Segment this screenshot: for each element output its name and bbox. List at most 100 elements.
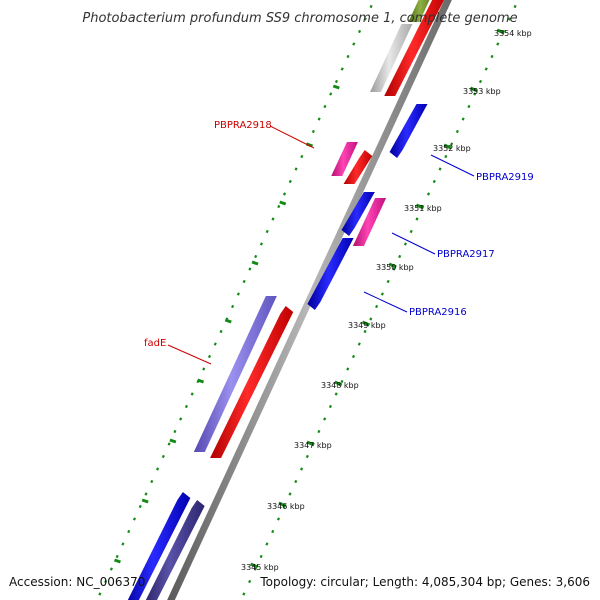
inner-tick-dot xyxy=(369,317,373,321)
outer-tick-dot xyxy=(369,4,373,9)
inner-tick-dot xyxy=(253,567,257,571)
major-tick xyxy=(388,262,397,269)
tick-label: 3350 kbp xyxy=(376,263,414,272)
outer-tick-dot xyxy=(138,504,142,509)
major-tick-outer xyxy=(224,318,232,324)
inner-tick-dot xyxy=(288,492,292,496)
genes xyxy=(127,0,445,600)
outer-tick-dot xyxy=(156,467,160,471)
major-tick-outer xyxy=(141,498,149,504)
inner-tick-dot xyxy=(300,467,304,471)
outer-tick-dot xyxy=(127,529,131,534)
gene-label-leaders xyxy=(167,125,475,365)
gene-label-pbpra2918[interactable]: PBPRA2918 xyxy=(214,120,272,131)
tick-label: 3348 kbp xyxy=(321,381,359,390)
gene-red-fade xyxy=(210,306,294,458)
major-tick-outer xyxy=(332,84,340,90)
outer-tick-dot xyxy=(190,392,194,396)
inner-tick-dot xyxy=(478,79,482,84)
outer-tick-dot xyxy=(358,29,362,34)
inner-tick-dot xyxy=(271,529,275,534)
outer-tick-dot xyxy=(213,342,217,346)
gene-blue-pbpra2919 xyxy=(389,104,428,158)
outer-tick-dot xyxy=(352,42,356,46)
tick-label: 3354 kbp xyxy=(494,29,532,38)
outer-tick-dot xyxy=(98,592,102,596)
outer-tick-dot xyxy=(271,217,275,221)
outer-tick-dot xyxy=(219,329,223,334)
major-tick xyxy=(278,501,287,508)
tick-label: 3351 kbp xyxy=(404,204,442,213)
gene-red-pbpra2918 xyxy=(343,150,373,184)
major-tick-outer xyxy=(113,558,121,564)
inner-tick-dot xyxy=(357,342,361,346)
backbone xyxy=(167,0,452,600)
outer-tick-dot xyxy=(277,204,281,209)
inner-tick-dot xyxy=(265,542,269,546)
gene-magenta-pbpra2917 xyxy=(352,198,387,246)
inner-tick-dot xyxy=(248,579,252,584)
inner-tick-dot xyxy=(473,92,477,96)
inner-tick-dot xyxy=(438,167,442,171)
gene-blue-pbpra2917a xyxy=(341,192,375,236)
outer-tick-dot xyxy=(104,579,108,584)
outer-tick-dot xyxy=(300,154,304,159)
inner-tick-dot xyxy=(386,279,390,284)
gene-label-pbpra2916[interactable]: PBPRA2916 xyxy=(409,307,467,318)
inner-tick-dot xyxy=(490,54,494,59)
major-tick-outer xyxy=(169,438,177,444)
outer-tick-dot xyxy=(242,279,246,284)
outer-tick-dot xyxy=(184,404,188,409)
gene-red-top xyxy=(384,0,445,96)
inner-tick-dot xyxy=(323,417,327,421)
outer-tick-dot xyxy=(161,454,165,459)
genome-summary-text: Topology: circular; Length: 4,085,304 bp… xyxy=(259,575,590,589)
inner-tick-dot xyxy=(432,179,436,184)
inner-tick-dot xyxy=(426,192,431,196)
outer-tick-dot xyxy=(115,554,119,559)
tick-label: 3347 kbp xyxy=(294,441,332,450)
gene-darkviolet-bottom xyxy=(145,500,205,600)
leader-pbpra2917 xyxy=(391,232,436,255)
outer-tick-dot xyxy=(121,542,125,546)
outer-tick-dot xyxy=(179,417,183,421)
inner-tick-dot xyxy=(461,117,465,121)
outer-tick-dot xyxy=(150,479,154,484)
major-tick-outer xyxy=(251,260,259,266)
outer-tick-dot xyxy=(311,129,315,134)
major-tick xyxy=(334,380,343,387)
inner-tick-dot xyxy=(276,517,281,521)
gene-blue-bottom xyxy=(127,492,191,600)
major-tick xyxy=(306,440,315,447)
major-tick xyxy=(469,86,479,93)
outer-tick-dot xyxy=(173,429,177,434)
inner-tick-dot xyxy=(242,592,246,596)
gene-label-pbpra2919[interactable]: PBPRA2919 xyxy=(476,172,534,183)
outer-tick-dot xyxy=(259,242,263,246)
inner-tick-dot xyxy=(334,392,338,396)
outer-tick-dot xyxy=(254,254,258,259)
inner-tick-dot xyxy=(294,479,298,484)
outer-tick-dot xyxy=(282,192,287,196)
inner-tick-dot xyxy=(484,67,488,71)
outer-tick-dot xyxy=(109,567,113,571)
tick-label: 3352 kbp xyxy=(433,144,471,153)
tick-label: 3349 kbp xyxy=(348,321,386,330)
outer-tick-dot xyxy=(202,367,206,371)
outer-tick-dot xyxy=(288,179,292,184)
tick-label: 3346 kbp xyxy=(267,502,305,511)
outer-tick-dot xyxy=(144,492,148,496)
inner-tick-dot xyxy=(346,367,350,371)
outer-tick-dot xyxy=(363,17,367,21)
gene-violet-fade xyxy=(193,296,277,452)
inner-tick-dot xyxy=(340,379,344,384)
major-tick-outer xyxy=(197,378,205,384)
inner-tick-dot xyxy=(351,354,356,359)
inner-tick-dot xyxy=(380,292,384,296)
inner-tick-dot xyxy=(328,404,332,409)
gene-label-pbpra2917[interactable]: PBPRA2917 xyxy=(437,249,495,260)
inner-tick-dot xyxy=(259,554,263,559)
gene-label-fade[interactable]: fadE xyxy=(144,338,166,349)
accession-text: Accession: NC_006370 xyxy=(9,575,145,589)
